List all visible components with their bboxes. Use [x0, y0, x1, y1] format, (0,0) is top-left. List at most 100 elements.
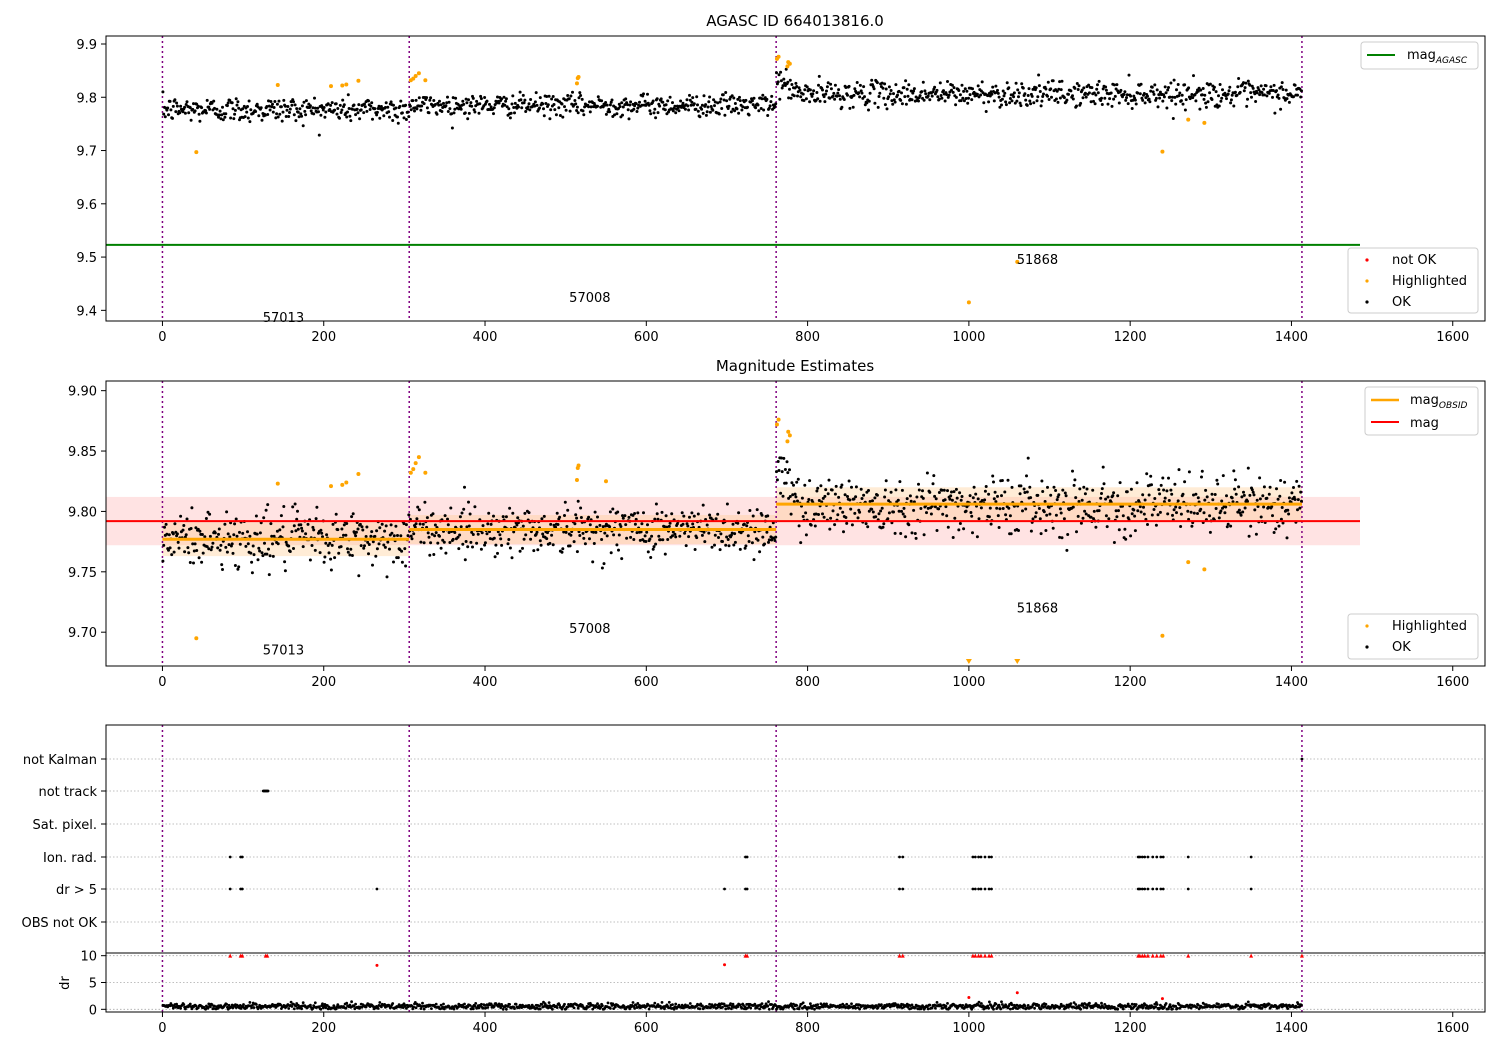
ok-point: [568, 544, 572, 548]
ok-point: [994, 500, 998, 504]
highlighted-point: [787, 61, 792, 66]
ok-point: [847, 479, 851, 483]
ok-point: [249, 551, 253, 555]
ok-point: [837, 495, 841, 499]
ok-point: [629, 535, 633, 539]
ok-point: [1150, 483, 1153, 487]
dr-point: [1154, 1005, 1157, 1009]
dr-clipped-marker: [1150, 953, 1155, 958]
ok-point: [1187, 470, 1191, 474]
ok-point: [602, 562, 606, 566]
ok-point: [296, 527, 300, 531]
ok-point: [826, 81, 830, 85]
ok-point: [921, 496, 925, 500]
dr-clipped-marker: [978, 953, 983, 958]
dr-point: [252, 1006, 256, 1009]
ok-point: [1167, 499, 1171, 502]
dr-point: [1263, 1002, 1266, 1006]
ok-point: [754, 106, 758, 110]
ok-point: [1190, 524, 1194, 528]
ok-point: [288, 107, 292, 111]
ok-point: [671, 101, 674, 105]
ok-point: [849, 507, 853, 511]
ok-point: [1138, 92, 1142, 96]
ok-point: [1262, 485, 1266, 489]
ok-point: [792, 94, 796, 98]
ok-point: [373, 534, 377, 538]
ok-point: [468, 512, 472, 516]
ok-point: [549, 522, 553, 526]
ok-point: [1036, 493, 1040, 497]
ok-point: [636, 511, 640, 515]
ok-point: [663, 525, 666, 529]
ok-point: [698, 115, 702, 119]
ok-point: [463, 485, 466, 489]
ok-point: [703, 540, 707, 544]
ok-point: [365, 525, 369, 529]
ok-point: [300, 104, 304, 108]
ok-point: [230, 542, 234, 546]
ok-point: [1299, 95, 1303, 99]
ok-point: [392, 560, 395, 564]
ok-point: [921, 80, 925, 84]
ok-point: [1237, 508, 1241, 512]
ok-point: [679, 99, 683, 103]
ok-point: [448, 541, 452, 544]
ok-point: [535, 530, 539, 534]
dr-point: [1044, 1002, 1048, 1006]
ok-point: [740, 108, 744, 112]
ok-point: [1267, 505, 1270, 509]
ok-point: [1261, 494, 1265, 498]
panel-mag-legend-top: magOBSID mag: [1364, 386, 1479, 436]
flag-point: [901, 887, 905, 891]
ok-point: [827, 478, 831, 482]
ok-point: [776, 460, 780, 463]
ok-point: [1262, 93, 1266, 97]
dr-point: [1010, 1003, 1014, 1007]
ok-point: [581, 109, 585, 113]
ok-point: [996, 91, 1000, 95]
ok-point: [204, 111, 208, 115]
ok-point: [248, 534, 252, 538]
ok-point: [1205, 495, 1209, 499]
ok-point: [829, 516, 833, 520]
ok-point: [596, 95, 600, 99]
dr-point: [227, 1003, 231, 1007]
ok-point: [657, 534, 661, 538]
dr-point: [1126, 1002, 1130, 1006]
ok-point: [359, 108, 363, 112]
ok-point: [945, 93, 949, 97]
ok-point: [518, 90, 522, 94]
flag-point: [898, 855, 901, 859]
ok-point: [964, 97, 968, 100]
ok-point: [439, 103, 443, 107]
ok-point: [1152, 92, 1156, 96]
ok-point: [416, 505, 420, 509]
ok-point: [351, 512, 355, 516]
ok-point: [709, 105, 713, 108]
dr-point: [1100, 1001, 1103, 1005]
ok-point: [747, 540, 751, 543]
ok-point: [1018, 492, 1022, 496]
dr-point: [809, 1002, 812, 1006]
ok-point: [346, 110, 349, 114]
ok-point: [1065, 548, 1069, 552]
dr-point: [721, 1005, 724, 1009]
ok-point: [168, 546, 172, 550]
ok-point: [1044, 529, 1048, 532]
ok-point: [1199, 88, 1203, 92]
ok-point: [933, 494, 937, 498]
ok-point: [396, 556, 400, 560]
ok-point: [501, 515, 505, 519]
panel-agasc-legend-top: magAGASC: [1360, 41, 1479, 70]
ok-point: [666, 99, 670, 103]
ok-point: [301, 545, 305, 549]
ok-point: [1219, 509, 1223, 513]
legend-highlighted-label: Highlighted: [1392, 274, 1467, 289]
ok-point: [1191, 96, 1195, 100]
y-tick-label: 9.6: [76, 198, 97, 213]
ok-point: [333, 108, 337, 112]
flag-point: [979, 855, 983, 859]
ok-point: [447, 531, 451, 534]
ok-point: [591, 560, 595, 564]
